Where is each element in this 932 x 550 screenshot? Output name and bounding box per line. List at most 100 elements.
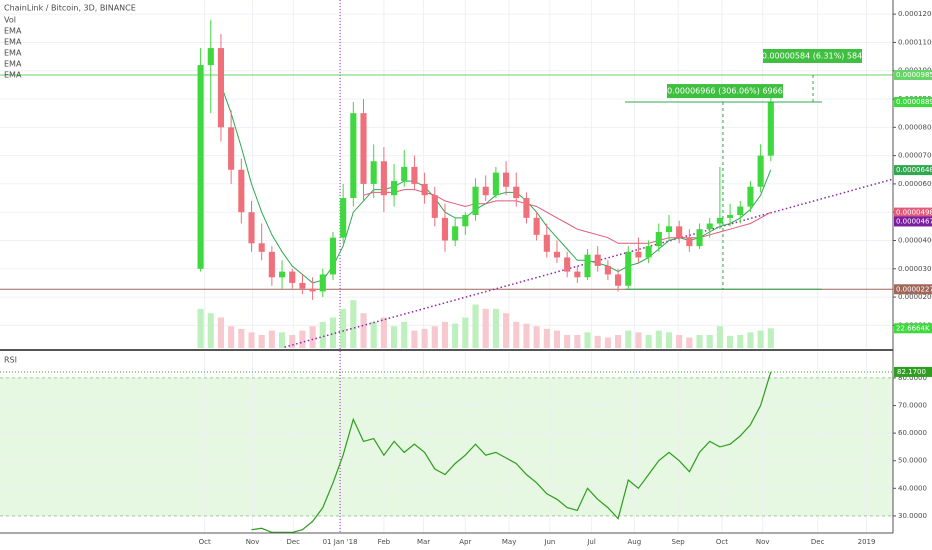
candle-body <box>716 217 723 224</box>
candle-body <box>431 195 438 218</box>
y-tick-label: 0.00012000 <box>898 10 932 18</box>
volume-bar <box>625 330 632 348</box>
volume-bar <box>258 334 265 348</box>
price-tag-label: 0.00006488 <box>896 166 932 174</box>
candle-body <box>452 226 459 241</box>
candle-body <box>391 181 398 196</box>
candle-body <box>706 223 713 230</box>
y-tick-label: 80.0000 <box>898 374 927 382</box>
candle-body <box>217 48 225 128</box>
candle-body <box>289 271 296 283</box>
volume-bar <box>248 332 255 348</box>
volume-bar <box>757 330 764 348</box>
candle-body <box>513 186 520 199</box>
volume-bar <box>553 330 561 348</box>
volume-bar <box>421 328 428 348</box>
volume-bar <box>523 323 530 348</box>
candle-body <box>268 251 275 278</box>
y-tick-label: 0.00006000 <box>898 180 932 188</box>
volume-bar <box>645 334 652 348</box>
volume-bar <box>197 308 204 348</box>
candle-body <box>248 212 255 244</box>
volume-bar <box>340 308 347 348</box>
price-tag <box>894 207 932 218</box>
volume-bar <box>370 321 377 348</box>
candle-body <box>584 254 591 278</box>
rsi-band <box>0 377 893 516</box>
candle-body <box>492 172 499 196</box>
x-tick-label: 01 Jan '18 <box>323 538 358 546</box>
volume-bar <box>696 334 703 348</box>
candle-body <box>625 251 632 286</box>
candle-body <box>411 166 418 184</box>
volume-bar <box>319 321 326 348</box>
candle-body <box>594 254 601 266</box>
volume-bar <box>716 326 723 348</box>
volume-bar <box>706 334 713 348</box>
volume-bar <box>452 323 459 348</box>
x-tick-label: Apr <box>459 538 471 546</box>
volume-bar <box>380 317 387 348</box>
candle-body <box>533 217 540 235</box>
volume-bar <box>228 326 235 348</box>
volume-bar <box>727 335 734 348</box>
candle-body <box>472 186 479 216</box>
measure-box <box>667 84 783 99</box>
volume-bar <box>594 335 601 348</box>
ema-line <box>363 189 772 244</box>
measure-label: 0.00006966 (306.06%) 6966 <box>667 87 783 96</box>
candle-body <box>665 226 673 232</box>
x-tick-label: Jul <box>586 538 596 546</box>
y-tick-label: 0.00004000 <box>898 236 932 244</box>
y-tick-label: 0.00003000 <box>898 265 932 273</box>
y-tick-label: 0.00002000 <box>898 293 932 301</box>
candle-body <box>523 198 530 218</box>
measure-label: 0.00000584 (6.31%) 584 <box>762 51 862 60</box>
y-tick-label: 0.00011000 <box>898 38 932 46</box>
candle-body <box>503 172 510 187</box>
volume-bar <box>574 334 581 348</box>
candle-body <box>380 161 387 196</box>
candle-body <box>747 186 754 207</box>
x-tick-label: May <box>502 538 516 546</box>
volume-bar <box>350 300 357 348</box>
candle-body <box>197 65 204 269</box>
candle-body <box>645 246 652 258</box>
plot-layer <box>0 0 894 533</box>
volume-bar <box>513 321 520 348</box>
volume-bar <box>431 326 438 348</box>
volume-bar <box>309 326 316 348</box>
chart-title: ChainLink / Bitcoin, 3D, BINANCE <box>4 4 136 13</box>
candle-body <box>655 232 662 247</box>
rsi-line <box>251 371 772 533</box>
candle-body <box>737 206 744 216</box>
price-tag <box>894 216 932 227</box>
volume-bar <box>278 332 286 348</box>
x-tick-label: Oct <box>716 538 728 546</box>
candle-body <box>309 288 316 292</box>
candle-body <box>350 113 357 199</box>
measure-box <box>763 48 862 63</box>
legend-entry: EMA <box>4 49 22 58</box>
candle-body <box>615 274 622 286</box>
volume-bar <box>767 328 774 348</box>
candle-body <box>767 101 774 156</box>
trendline <box>284 178 894 348</box>
volume-tag-label: 22.6664K <box>896 324 930 332</box>
volume-bar <box>543 328 550 348</box>
candle-body <box>370 161 377 184</box>
y-tick-label: 0.00007000 <box>898 152 932 160</box>
x-tick-label: Jun <box>543 538 555 546</box>
volume-bar <box>238 328 245 348</box>
volume-bar <box>482 308 489 348</box>
candle-body <box>696 229 703 247</box>
candle-body <box>258 243 265 252</box>
candle-body <box>564 257 571 272</box>
x-tick-label: Nov <box>246 538 260 546</box>
legend-entry: EMA <box>4 71 22 80</box>
candle-body <box>462 215 469 227</box>
volume-bar <box>299 330 306 348</box>
price-tag-label: 0.00002276 <box>896 285 932 293</box>
candle-body <box>340 198 347 238</box>
